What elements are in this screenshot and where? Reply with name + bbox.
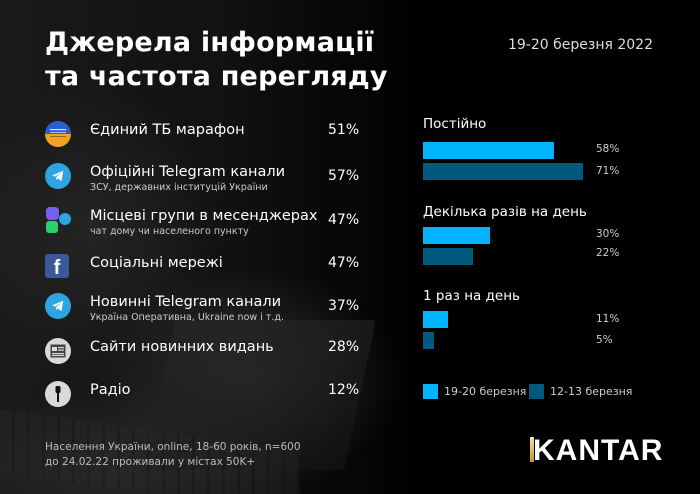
bar-value: 22% xyxy=(596,247,620,259)
kantar-logo: KANTAR xyxy=(530,434,663,468)
source-row-local-messengers: Місцеві групи в месенджерах чат дому чи … xyxy=(45,207,365,237)
telegram-icon xyxy=(45,293,71,319)
bar-value: 71% xyxy=(596,165,620,177)
source-percent: 37% xyxy=(328,298,360,314)
source-label: Сайти новинних видань xyxy=(90,339,274,355)
logo-text: ANTAR xyxy=(555,434,664,467)
telegram-small-icon xyxy=(59,213,71,225)
source-sublabel: чат дому чи населеного пункту xyxy=(90,226,249,237)
bar-constantly-previous xyxy=(423,163,583,180)
logo-k: K xyxy=(533,434,556,467)
legend-label: 12-13 березня xyxy=(550,385,633,398)
legend-label: 19-20 березня xyxy=(444,385,527,398)
bar-value: 30% xyxy=(596,228,620,240)
source-label: Новинні Telegram канали xyxy=(90,294,282,310)
source-percent: 51% xyxy=(328,122,360,138)
source-row-news-telegram: Новинні Telegram канали Україна Оператив… xyxy=(45,293,365,323)
source-label: Місцеві групи в месенджерах xyxy=(90,208,318,224)
title-line-1: Джерела інформації xyxy=(45,27,375,58)
source-row-official-telegram: Офіційні Telegram канали ЗСУ, державних … xyxy=(45,163,365,193)
chart-legend: 19-20 березня 12-13 березня xyxy=(423,384,683,400)
category-title-constantly: Постійно xyxy=(423,116,487,132)
footnote-line-2: до 24.02.22 проживали у містах 50K+ xyxy=(45,456,256,468)
legend-item-previous: 12-13 березня xyxy=(529,384,632,399)
legend-item-current: 19-20 березня xyxy=(423,384,526,399)
source-label: Офіційні Telegram канали xyxy=(90,164,286,180)
source-label: Соціальні мережі xyxy=(90,255,223,271)
sample-footnote: Населення України, online, 18-60 років, … xyxy=(45,440,301,470)
category-title-several-times: Декілька разів на день xyxy=(423,204,587,220)
source-sublabel: Україна Оперативна, Ukraine now і т.д. xyxy=(90,312,284,323)
background-laptop-photo xyxy=(0,0,420,494)
whatsapp-icon xyxy=(46,221,58,233)
bar-constantly-current xyxy=(423,142,554,159)
bar-once-current xyxy=(423,311,448,328)
facebook-icon: f xyxy=(45,254,69,279)
bar-value: 5% xyxy=(596,334,613,346)
viber-icon xyxy=(46,207,59,220)
source-label: Єдиний ТБ марафон xyxy=(90,122,245,138)
frequency-bar-chart: Постійно 58% 71% Декілька разів на день … xyxy=(423,0,693,494)
source-percent: 57% xyxy=(328,168,360,184)
radio-icon xyxy=(45,381,71,407)
bar-value: 58% xyxy=(596,143,620,155)
title-line-2: та частота перегляду xyxy=(45,61,388,92)
tv-marathon-icon xyxy=(45,121,71,147)
source-percent: 47% xyxy=(328,255,360,271)
bar-once-previous xyxy=(423,332,434,349)
bar-several-times-previous xyxy=(423,248,473,265)
news-site-icon xyxy=(45,338,71,364)
footnote-line-1: Населення України, online, 18-60 років, … xyxy=(45,441,301,453)
bar-value: 11% xyxy=(596,313,620,325)
telegram-icon xyxy=(45,163,71,189)
source-percent: 12% xyxy=(328,382,360,398)
survey-date: 19-20 березня 2022 xyxy=(508,37,653,53)
legend-swatch-current xyxy=(423,384,438,399)
source-percent: 47% xyxy=(328,212,360,228)
source-row-news-sites: Сайти новинних видань 28% xyxy=(45,338,365,368)
source-sublabel: ЗСУ, державних інституцій України xyxy=(90,182,268,193)
category-title-once-a-day: 1 раз на день xyxy=(423,288,521,304)
source-row-tv-marathon: Єдиний ТБ марафон 51% xyxy=(45,121,365,151)
source-row-radio: Радіо 12% xyxy=(45,381,365,411)
logo-gold-bar xyxy=(530,437,534,462)
page-title: Джерела інформації та частота перегляду xyxy=(45,26,388,94)
source-percent: 28% xyxy=(328,339,360,355)
source-row-social-networks: f Соціальні мережі 47% xyxy=(45,254,365,284)
bar-several-times-current xyxy=(423,227,490,244)
legend-swatch-previous xyxy=(529,384,544,399)
messengers-icon xyxy=(45,207,73,235)
source-label: Радіо xyxy=(90,382,131,398)
